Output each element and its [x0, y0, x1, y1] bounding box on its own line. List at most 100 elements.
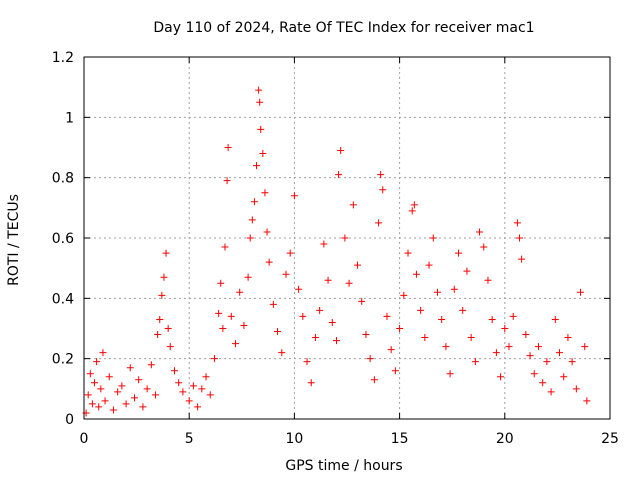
data-point	[223, 177, 231, 185]
data-point	[202, 373, 210, 381]
data-point	[568, 358, 576, 366]
data-point	[337, 147, 345, 155]
data-point	[379, 186, 387, 194]
data-point	[543, 358, 551, 366]
data-point	[215, 309, 223, 317]
data-point	[253, 162, 261, 170]
data-point	[244, 273, 252, 281]
data-point	[189, 382, 197, 390]
data-point	[341, 234, 349, 242]
data-point	[522, 331, 530, 339]
data-point	[560, 373, 568, 381]
data-point	[286, 249, 294, 257]
data-point	[455, 249, 463, 257]
data-point	[263, 228, 271, 236]
data-point	[147, 361, 155, 369]
y-tick-label: 0.8	[52, 171, 74, 187]
data-point	[295, 285, 303, 293]
data-point	[303, 358, 311, 366]
data-point	[175, 379, 183, 387]
data-point	[240, 321, 248, 329]
data-point	[170, 367, 178, 375]
data-point	[526, 352, 534, 360]
x-tick-label: 0	[80, 431, 89, 447]
data-point	[513, 219, 521, 227]
data-point	[551, 315, 559, 323]
data-point	[152, 391, 160, 399]
data-point	[556, 349, 564, 357]
data-point	[265, 258, 273, 266]
x-tick-label: 5	[185, 431, 194, 447]
data-point	[408, 207, 416, 215]
data-point	[135, 376, 143, 384]
data-point	[492, 349, 500, 357]
x-axis-label: GPS time / hours	[285, 458, 402, 474]
data-point	[425, 261, 433, 269]
data-point	[99, 349, 107, 357]
data-point	[366, 355, 374, 363]
data-point	[581, 343, 589, 351]
data-point	[467, 334, 475, 342]
data-point	[442, 343, 450, 351]
data-point	[311, 334, 319, 342]
data-point	[210, 355, 218, 363]
data-point	[160, 273, 168, 281]
data-point	[248, 216, 256, 224]
x-tick-label: 10	[285, 431, 303, 447]
data-point	[516, 234, 524, 242]
data-point	[446, 370, 454, 378]
data-points	[82, 86, 591, 417]
data-point	[335, 171, 343, 179]
plot-frame	[83, 56, 611, 420]
data-point	[534, 343, 542, 351]
data-point	[412, 270, 420, 278]
x-tick-label: 20	[496, 431, 514, 447]
data-point	[450, 285, 458, 293]
y-axis-label: ROTI / TECUs	[6, 194, 22, 286]
data-point	[290, 192, 298, 200]
data-point	[282, 270, 290, 278]
data-point	[95, 403, 103, 411]
data-point	[86, 370, 94, 378]
data-point	[404, 249, 412, 257]
data-point	[572, 385, 580, 393]
chart-title: Day 110 of 2024, Rate Of TEC Index for r…	[153, 20, 534, 36]
data-point	[577, 288, 585, 296]
data-point	[547, 388, 555, 396]
data-point	[505, 343, 513, 351]
data-point	[299, 312, 307, 320]
data-point	[130, 394, 138, 402]
data-point	[250, 198, 258, 206]
data-point	[126, 364, 134, 372]
data-point	[328, 318, 336, 326]
data-point	[358, 297, 366, 305]
data-point	[97, 385, 105, 393]
x-tick-label: 25	[601, 431, 619, 447]
data-point	[583, 397, 591, 405]
data-point	[307, 379, 315, 387]
data-point	[88, 400, 96, 408]
data-point	[236, 288, 244, 296]
data-point	[509, 312, 517, 320]
data-point	[387, 346, 395, 354]
data-point	[417, 306, 425, 314]
y-tick-label: 1	[65, 110, 74, 126]
data-point	[261, 189, 269, 197]
data-point	[320, 240, 328, 248]
data-point	[224, 144, 232, 151]
data-point	[257, 125, 265, 133]
data-point	[332, 337, 340, 345]
data-point	[391, 367, 399, 375]
data-point	[349, 201, 357, 209]
data-point	[164, 325, 172, 332]
data-point	[158, 291, 166, 299]
data-point	[259, 150, 267, 158]
data-point	[194, 403, 202, 411]
data-point	[484, 276, 492, 284]
data-point	[206, 391, 214, 399]
data-point	[362, 331, 370, 339]
data-point	[345, 279, 353, 287]
data-point	[539, 379, 547, 387]
data-point	[154, 331, 162, 339]
data-point	[370, 376, 378, 384]
